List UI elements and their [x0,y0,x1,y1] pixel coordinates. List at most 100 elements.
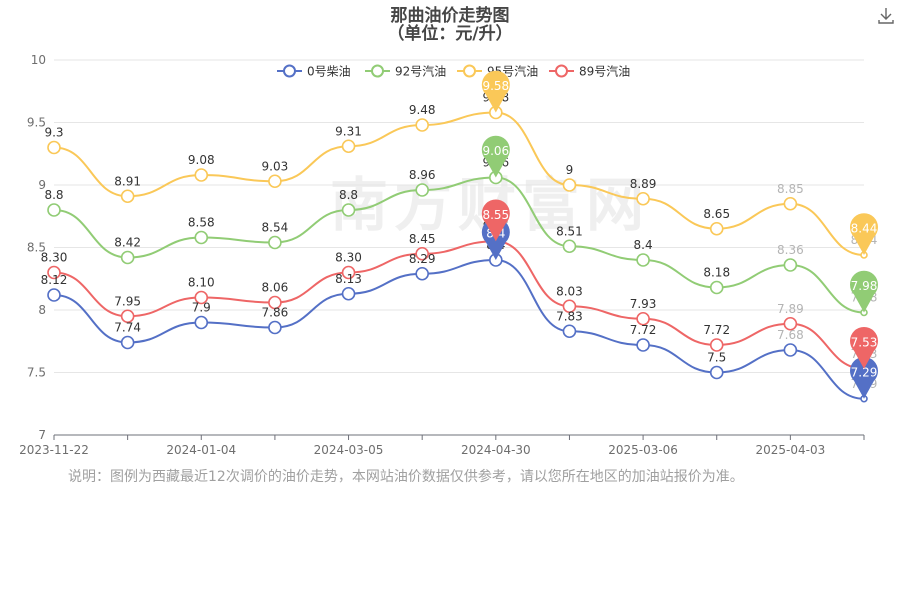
x-tick-label: 2023-11-22 [19,443,89,457]
data-label: 7.74 [114,321,141,335]
legend-marker [283,64,296,78]
data-point[interactable] [120,335,135,350]
data-label: 7.83 [556,309,583,323]
data-point[interactable] [709,365,724,380]
legend[interactable]: 0号柴油 92号汽油 95号汽油 89号汽油 [277,64,630,79]
data-point[interactable] [562,299,577,314]
legend-label: 89号汽油 [579,64,630,79]
data-label: 8.91 [114,174,141,188]
data-point[interactable] [268,295,282,310]
series-1 [47,170,868,317]
max-pin-shape [481,70,510,113]
data-label: 7.72 [630,323,657,337]
data-point[interactable] [415,266,429,281]
y-tick-label: 10 [31,53,46,67]
series-3 [47,234,868,373]
data-label: 8.42 [114,236,141,250]
data-point[interactable] [120,250,135,265]
data-point[interactable] [562,178,577,192]
data-label: 7.95 [114,294,141,308]
max-pin-shape [481,199,510,242]
data-point[interactable] [47,288,61,302]
x-tick-label: 2024-01-04 [166,443,236,457]
data-point[interactable] [47,203,61,217]
data-label: 8.30 [41,251,68,265]
data-point[interactable] [415,118,429,132]
data-label: 9.31 [335,124,362,138]
legend-marker [555,64,568,78]
x-tick-label: 2025-03-06 [608,443,678,457]
data-label: 7.5 [707,351,726,365]
data-point[interactable] [268,235,282,250]
data-point[interactable] [709,280,724,295]
series-line [53,258,865,400]
legend-item[interactable]: 92号汽油 [365,64,446,79]
chart-title: 那曲油价走势图 [391,5,510,26]
data-point[interactable] [636,253,650,267]
data-point[interactable] [341,265,356,280]
min-pin-label: 7.53 [851,335,878,349]
max-pin-label: 8.55 [482,208,509,222]
data-point[interactable] [562,324,577,339]
legend-item[interactable]: 0号柴油 [277,64,351,79]
data-label: 8.4 [634,238,653,252]
data-label: 8.29 [409,252,436,266]
data-label: 8.89 [630,177,657,191]
data-point[interactable] [47,265,61,280]
data-label: 7.68 [777,328,804,342]
series-line [53,240,865,370]
data-point[interactable] [341,139,356,154]
marker-pins: 8.4 7.29 9.06 7.98 9.58 8.44 8.55 7.53 [481,70,879,399]
data-point[interactable] [268,320,282,335]
max-pin: 9.06 [481,135,510,178]
data-point[interactable] [268,174,282,189]
data-label: 7.72 [703,323,730,337]
legend-item[interactable]: 89号汽油 [549,64,630,79]
data-label: 9.3 [44,126,63,140]
data-point[interactable] [47,140,61,155]
data-label: 8.36 [777,243,804,257]
data-point[interactable] [636,311,650,326]
data-point[interactable] [709,338,724,352]
min-pin: 8.44 [850,213,879,255]
data-label: 8.13 [335,272,362,286]
data-label: 8.8 [44,188,63,202]
series-line [53,176,865,314]
data-point[interactable] [562,239,577,254]
min-pin: 7.98 [850,270,879,313]
y-tick-label: 7 [38,428,46,442]
data-label: 9.48 [409,103,436,117]
data-point[interactable] [120,309,135,324]
data-point[interactable] [636,191,650,206]
data-point[interactable] [194,230,209,245]
data-point[interactable] [415,183,429,197]
data-point[interactable] [709,221,724,236]
data-point[interactable] [341,203,356,217]
data-point[interactable] [120,189,135,204]
data-point[interactable] [783,316,798,331]
chart-subtitle: （单位：元/升） [387,23,512,44]
data-point[interactable] [341,286,356,301]
data-point[interactable] [783,258,798,272]
data-point[interactable] [194,315,209,330]
data-label: 8.96 [409,168,436,182]
max-pin: 9.58 [481,70,510,113]
data-point[interactable] [194,168,209,182]
data-label: 9.08 [188,153,215,167]
data-point[interactable] [783,343,798,357]
data-point[interactable] [783,196,798,211]
data-label: 7.89 [777,302,804,316]
data-label: 8.51 [556,224,583,238]
legend-label: 92号汽油 [395,64,446,79]
y-tick-label: 7.5 [27,366,46,380]
data-point[interactable] [415,246,429,261]
min-pin-label: 7.29 [851,365,878,379]
data-point[interactable] [194,290,209,305]
data-point[interactable] [636,338,650,352]
y-tick-label: 9 [38,178,46,192]
download-icon[interactable] [876,6,896,26]
data-label: 8.54 [262,221,289,235]
data-label: 8.03 [556,284,583,298]
y-tick-label: 8.5 [27,241,46,255]
